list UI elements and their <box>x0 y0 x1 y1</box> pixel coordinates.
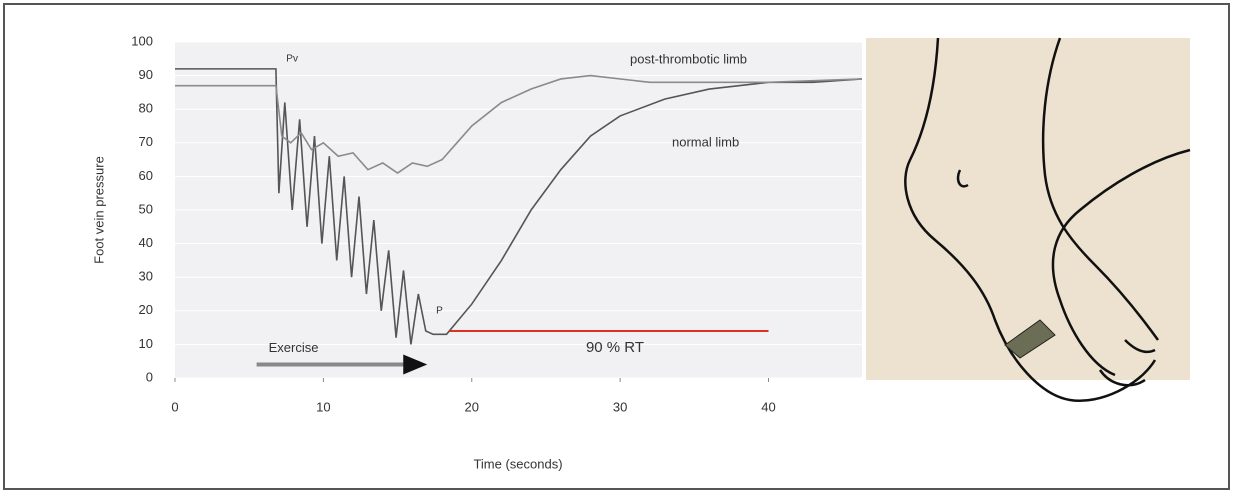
foot-illustration <box>904 37 1191 403</box>
y-tick-label: 0 <box>146 369 153 384</box>
x-tick-label: 0 <box>171 399 178 414</box>
y-tick-label: 80 <box>139 101 153 116</box>
y-tick-label: 90 <box>139 67 153 82</box>
x-tick-label: 10 <box>316 399 330 414</box>
series-label: normal limb <box>672 134 739 149</box>
y-tick-label: 50 <box>139 201 153 216</box>
y-tick-label: 20 <box>139 302 153 317</box>
y-tick-label: 10 <box>139 336 153 351</box>
y-tick-label: 70 <box>139 134 153 149</box>
exercise-arrowhead <box>403 354 428 375</box>
exercise-label: Exercise <box>269 340 319 355</box>
series-label: post-thrombotic limb <box>630 51 747 66</box>
x-tick-label: 40 <box>761 399 775 414</box>
annotation: Pv <box>286 53 298 64</box>
illustration-bg <box>866 38 1190 380</box>
annotation: P <box>436 305 443 316</box>
x-tick-label: 30 <box>613 399 627 414</box>
y-tick-label: 100 <box>131 33 153 48</box>
y-tick-label: 30 <box>139 269 153 284</box>
series-line <box>175 68 863 345</box>
y-axis-label: Foot vein pressure <box>91 156 106 264</box>
x-axis-label: Time (seconds) <box>473 456 562 471</box>
sensor <box>1004 319 1056 359</box>
series-line <box>175 74 863 175</box>
x-tick-label: 20 <box>465 399 479 414</box>
y-tick-label: 60 <box>139 168 153 183</box>
rt-label: 90 % RT <box>586 339 644 356</box>
y-tick-label: 40 <box>139 235 153 250</box>
